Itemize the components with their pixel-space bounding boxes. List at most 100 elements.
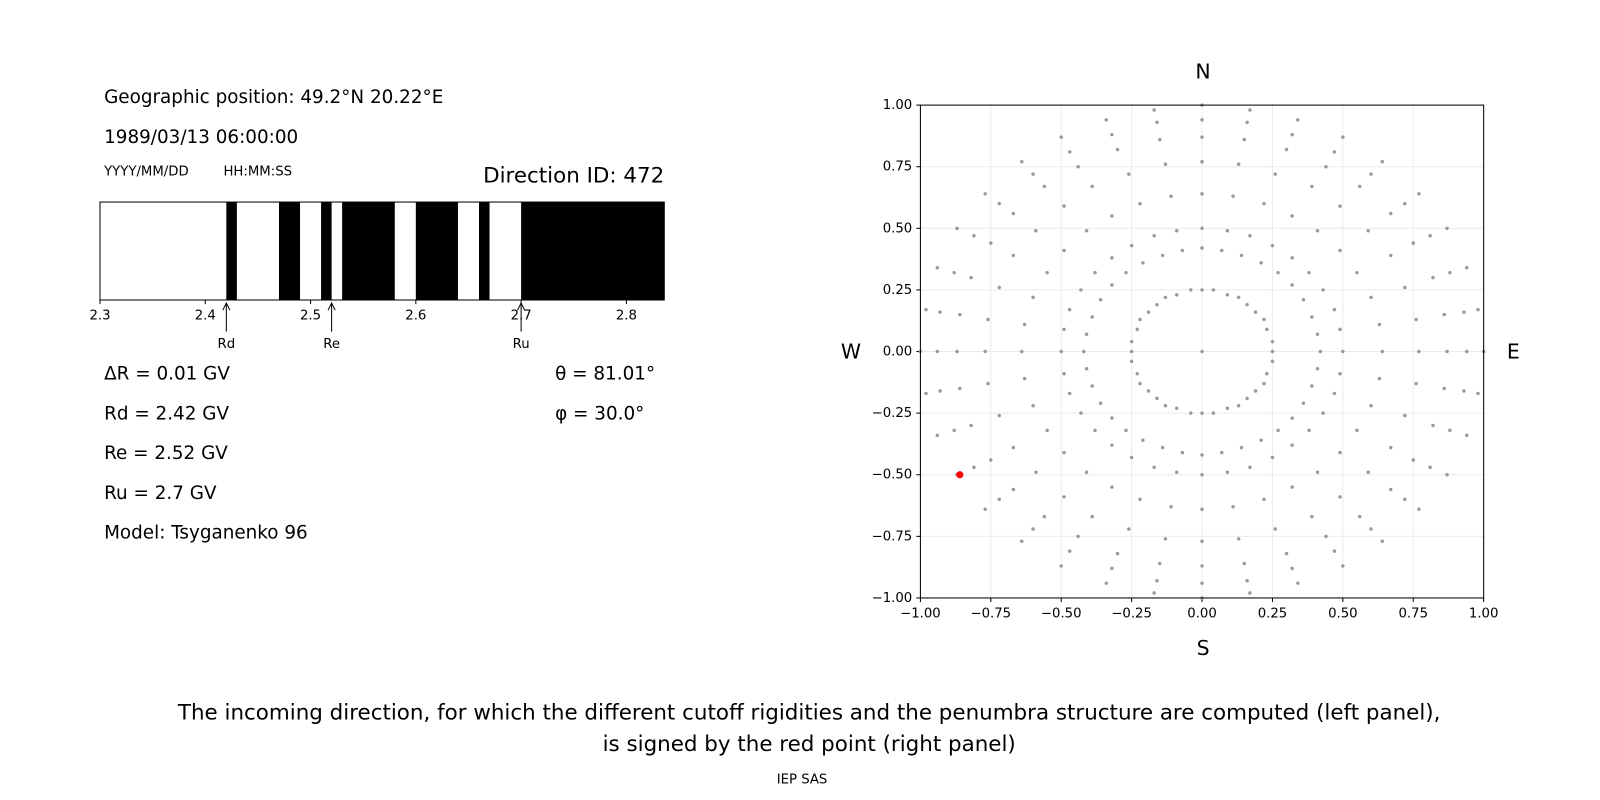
x-tick-label: 1.00 [1469,606,1499,621]
point [1338,495,1342,499]
point [1225,229,1230,233]
point [1318,349,1323,354]
phi: φ = 30.0° [555,403,644,424]
point [1417,507,1421,511]
point [1045,428,1049,433]
point [1062,327,1066,332]
point [1321,411,1325,415]
date-format: YYYY/MM/DD [103,164,189,179]
point [1290,283,1294,287]
plot-frame [99,201,665,301]
point [1358,514,1362,519]
point [955,226,959,231]
point [969,275,973,280]
direction-id: Direction ID: 472 [483,164,664,189]
theta: θ = 81.01° [555,363,655,384]
point [1431,275,1435,280]
marker-label: Re [323,337,340,352]
point [1366,229,1370,233]
point [1135,371,1140,376]
point [1155,396,1159,401]
point [1242,561,1247,566]
point [1200,349,1204,354]
y-tick-label: −0.50 [872,468,913,483]
point [1180,248,1185,253]
y-tick-label: 1.00 [883,98,913,113]
point [1276,270,1280,275]
point [1152,591,1156,595]
point [1265,371,1269,376]
point [1110,443,1114,447]
point [1031,295,1035,300]
point [1200,288,1204,292]
x-tick-label: 0.50 [1328,606,1358,621]
point [1403,201,1407,206]
point [1042,514,1047,519]
marker-label: Ru [513,337,530,352]
point [1124,270,1128,275]
point [1265,327,1269,332]
point [1104,581,1109,585]
rd: Rd = 2.42 GV [104,403,229,424]
point [1200,135,1204,139]
forbidden-band [278,202,301,300]
point [1020,349,1024,354]
y-tick-label: −0.75 [872,529,913,544]
point [935,433,940,438]
point [983,507,987,511]
point [1084,367,1089,371]
point [1062,450,1066,455]
point [1445,349,1449,354]
point [1169,505,1173,509]
point [1380,539,1385,544]
point [1067,307,1072,312]
point [1129,359,1134,364]
point [1273,527,1278,531]
point [1084,332,1089,337]
point [935,266,940,270]
point [1084,229,1089,233]
point [1377,376,1382,381]
point [997,497,1002,502]
point [986,381,990,386]
point [1146,310,1151,314]
point [1129,339,1134,344]
point [1428,233,1432,238]
point [1389,211,1393,216]
point [1174,406,1179,410]
x-tick-label: 0.75 [1399,606,1429,621]
point [989,458,993,462]
point [1220,450,1224,455]
point [1079,288,1083,292]
point [1315,470,1320,475]
point [1428,465,1432,470]
point [1242,137,1247,142]
point [958,312,962,317]
compass-west: W [841,340,861,364]
point [1366,470,1370,475]
point [1011,445,1016,450]
point [1200,246,1204,250]
point [1127,527,1131,531]
point [1158,561,1162,566]
point [1296,581,1300,585]
point [1307,428,1311,433]
point [1236,295,1241,300]
point [972,233,976,238]
point [1138,201,1142,206]
point [1411,458,1416,462]
point [1442,386,1446,391]
x-tick-label: −0.50 [1041,606,1082,621]
point [1332,549,1337,553]
compass-north: N [1195,59,1210,83]
point [1338,450,1342,455]
point [1273,172,1278,176]
point [1084,470,1089,475]
point [1152,465,1156,470]
point [1341,135,1345,139]
point [1290,214,1294,218]
point [1189,288,1193,292]
point [1022,322,1027,327]
point [1369,295,1373,300]
